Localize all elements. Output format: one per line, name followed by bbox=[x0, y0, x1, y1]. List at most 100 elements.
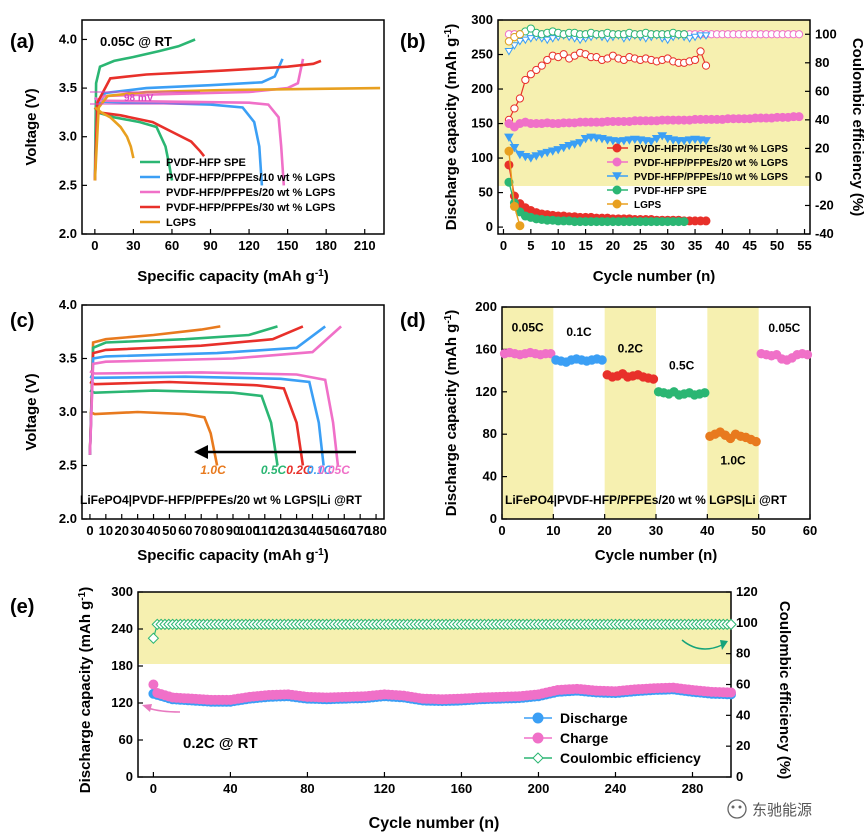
panel-d-cell-config: LiFePO4|PVDF-HFP/PFPEs/20 wt % LGPS|Li @… bbox=[505, 493, 787, 507]
charge-curve bbox=[93, 58, 284, 181]
panel-c-xlabel: Specific capacity (mAh g-1) bbox=[137, 547, 328, 565]
capacity-point bbox=[504, 177, 514, 187]
panel-e-condition: 0.2C @ RT bbox=[183, 735, 258, 752]
capacity-point bbox=[679, 217, 689, 227]
rate-label: 1.0C bbox=[200, 463, 226, 477]
panel-e: (e) 0 40 80 120 160 200 240 2800601201802403000… bbox=[10, 584, 793, 832]
panel-a-letter: (a) bbox=[10, 31, 34, 53]
panel-b-letter: (b) bbox=[400, 31, 426, 53]
panel-b-y2label: Coulombic efficiency (%) bbox=[849, 38, 865, 216]
panel-d-ylabel: Discharge capacity (mAh g-1) bbox=[443, 310, 461, 516]
x-tick-label: 0 bbox=[86, 523, 93, 538]
legend-label: Charge bbox=[560, 730, 608, 746]
ce-point bbox=[509, 42, 519, 50]
x-tick-label: 15 bbox=[578, 238, 592, 253]
ce-point bbox=[520, 36, 530, 45]
y-tick-label: 300 bbox=[471, 12, 493, 27]
legend-label: PVDF-HFP/PFPEs/20 wt % LGPS bbox=[634, 158, 788, 169]
y-tick-label: 4.0 bbox=[59, 31, 77, 46]
x-tick-label: 120 bbox=[374, 781, 396, 796]
x-tick-label: 180 bbox=[315, 238, 337, 253]
panel-c-cell-config: LiFePO4|PVDF-HFP/PFPEs/20 wt % LGPS|Li @… bbox=[80, 493, 362, 507]
y2-tick-label: 40 bbox=[736, 707, 750, 722]
panel-a-condition: 0.05C @ RT bbox=[100, 34, 172, 49]
capacity-point bbox=[597, 355, 607, 365]
y-tick-label: 2.0 bbox=[59, 511, 77, 526]
y-tick-label: 200 bbox=[471, 81, 493, 96]
capacity-point bbox=[509, 201, 519, 211]
capacity-point bbox=[547, 147, 558, 156]
discharge-curve bbox=[89, 370, 340, 466]
y2-tick-label: 20 bbox=[815, 140, 829, 155]
panel-e-arrowhead-ce bbox=[720, 640, 728, 650]
y-tick-label: 150 bbox=[471, 116, 493, 131]
capacity-point bbox=[684, 136, 695, 145]
panel-c-arrow-head bbox=[194, 445, 208, 459]
legend-label: LGPS bbox=[166, 217, 196, 229]
ce-point bbox=[794, 30, 804, 39]
x-tick-label: 0 bbox=[498, 523, 505, 538]
capacity-point bbox=[651, 135, 662, 144]
y-tick-label: 60 bbox=[119, 732, 133, 747]
panel-a-legend: PVDF-HFP SPE PVDF-HFP/PFPEs/10 wt % LGPS P… bbox=[140, 157, 335, 229]
ce-point bbox=[543, 55, 552, 65]
capacity-point bbox=[553, 146, 564, 155]
capacity-point bbox=[504, 160, 514, 170]
ce-point bbox=[548, 35, 558, 43]
y-tick-label: 120 bbox=[111, 695, 133, 710]
ce-point bbox=[526, 70, 535, 79]
x-tick-label: 90 bbox=[226, 523, 240, 538]
panel-c-plot bbox=[88, 325, 342, 466]
y2-tick-label: -20 bbox=[815, 197, 834, 212]
legend-label: PVDF-HFP SPE bbox=[166, 157, 246, 169]
capacity-point bbox=[536, 150, 547, 159]
ce-point bbox=[147, 632, 160, 644]
panel-a-plot bbox=[93, 38, 381, 186]
panel-b-ce-highlight bbox=[498, 20, 810, 186]
capacity-point bbox=[580, 135, 591, 144]
x-tick-label: 150 bbox=[318, 523, 340, 538]
y-tick-label: 3.0 bbox=[59, 404, 77, 419]
x-tick-label: 60 bbox=[803, 523, 817, 538]
panel-e-axes: 0 40 80 120 160 200 240 280 0 60 120 180 240 300 0 20 40… bbox=[111, 584, 757, 796]
legend-label: PVDF-HFP/PFPEs/20 wt % LGPS bbox=[166, 187, 335, 199]
capacity-point bbox=[509, 144, 520, 153]
x-tick-label: 55 bbox=[797, 238, 811, 253]
x-tick-label: 160 bbox=[451, 781, 473, 796]
x-tick-label: 35 bbox=[688, 238, 702, 253]
y2-tick-label: 80 bbox=[815, 55, 829, 70]
x-tick-label: 80 bbox=[210, 523, 224, 538]
panel-d-plot bbox=[499, 347, 813, 447]
x-tick-label: 180 bbox=[365, 523, 387, 538]
y2-tick-label: 20 bbox=[736, 738, 750, 753]
x-tick-label: 140 bbox=[302, 523, 324, 538]
capacity-point bbox=[531, 152, 542, 161]
capacity-point bbox=[613, 137, 624, 147]
discharge-curve bbox=[89, 410, 219, 466]
ce-point bbox=[690, 33, 700, 42]
rate-label: 0.2C bbox=[286, 463, 312, 477]
charge-curve bbox=[93, 38, 196, 181]
ce-point bbox=[690, 55, 700, 65]
x-tick-label: 5 bbox=[527, 238, 534, 253]
panel-e-y2label: Coulombic efficiency (%) bbox=[776, 601, 793, 779]
panel-d: (d) 0 10 20 30 40 50 60 0 40 80 120 160 200 0.05C 0.1… bbox=[400, 299, 817, 564]
x-tick-label: 30 bbox=[126, 238, 140, 253]
panel-a-ylabel: Voltage (V) bbox=[23, 88, 40, 165]
legend-marker bbox=[532, 732, 544, 744]
charge-point bbox=[726, 687, 736, 698]
capacity-point bbox=[569, 140, 580, 149]
x-tick-label: 100 bbox=[238, 523, 260, 538]
capacity-point bbox=[575, 139, 585, 148]
panel-b-plot bbox=[504, 24, 804, 231]
ce-point bbox=[515, 94, 524, 103]
panel-d-letter: (d) bbox=[400, 310, 426, 332]
ce-point bbox=[510, 104, 519, 113]
x-tick-label: 20 bbox=[115, 523, 129, 538]
watermark: 东驰能源 bbox=[727, 799, 812, 819]
y-tick-label: 160 bbox=[475, 341, 497, 356]
wechat-icon-eye-right bbox=[738, 805, 742, 809]
x-tick-label: 90 bbox=[203, 238, 217, 253]
y2-tick-label: 80 bbox=[736, 646, 750, 661]
y-tick-label: 4.0 bbox=[59, 297, 77, 312]
